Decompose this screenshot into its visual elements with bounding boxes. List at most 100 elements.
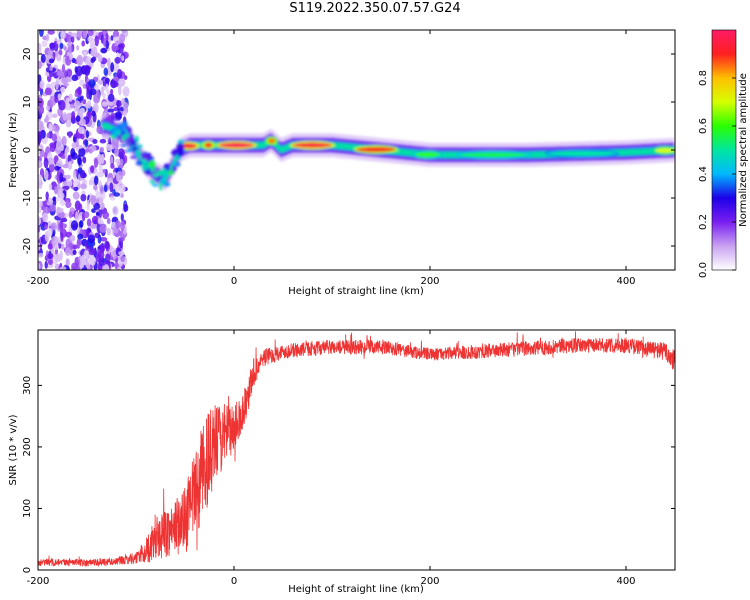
noise-blob: [76, 238, 81, 249]
noise-blob: [47, 252, 54, 260]
noise-blob: [99, 202, 105, 210]
noise-blob: [52, 67, 56, 72]
noise-blob: [82, 83, 87, 89]
noise-blob: [115, 111, 122, 121]
spectrogram-x-ticks: -200 0 200 400: [27, 30, 636, 287]
noise-blob: [77, 167, 83, 174]
noise-blob: [97, 92, 101, 99]
noise-blob: [56, 140, 61, 151]
noise-blob: [123, 203, 129, 212]
noise-blob: [112, 46, 119, 51]
noise-blob: [64, 246, 71, 256]
ridge-blob: [135, 152, 139, 157]
noise-blob: [117, 148, 125, 159]
noise-blob: [93, 202, 101, 210]
ridge-hot-core: [415, 152, 440, 158]
spectrogram-x-tick-label: 0: [231, 276, 237, 287]
noise-blob: [99, 138, 107, 144]
noise-blob: [62, 112, 67, 121]
noise-blob: [56, 70, 64, 77]
noise-blob: [97, 171, 104, 178]
noise-blob: [66, 180, 73, 188]
ridge-blob: [167, 170, 175, 176]
noise-blob: [80, 183, 87, 190]
noise-blob: [60, 86, 66, 94]
noise-blob: [121, 30, 127, 34]
spectrogram-noise-region: [38, 30, 130, 270]
noise-blob: [122, 86, 130, 97]
noise-blob: [46, 220, 52, 227]
ridge-blob: [158, 169, 165, 176]
noise-blob: [120, 213, 124, 222]
noise-blob: [48, 123, 53, 132]
noise-blob: [106, 227, 111, 236]
ridge-blob: [117, 123, 124, 130]
noise-blob: [103, 37, 107, 47]
noise-blob: [38, 60, 42, 70]
noise-blob: [110, 162, 115, 169]
noise-blob: [99, 223, 107, 233]
noise-blob: [120, 193, 124, 198]
noise-blob: [86, 86, 90, 95]
noise-blob: [105, 144, 113, 151]
noise-blob: [39, 30, 44, 37]
noise-blob: [94, 35, 99, 47]
noise-blob: [38, 200, 43, 208]
noise-blob: [118, 237, 125, 242]
noise-blob: [112, 63, 120, 72]
noise-blob: [51, 133, 58, 142]
noise-blob: [47, 243, 53, 250]
spectrogram-xlabel: Height of straight line (km): [288, 286, 424, 297]
noise-blob: [48, 259, 53, 266]
noise-blob: [74, 92, 79, 98]
ridge-blob: [123, 133, 130, 138]
noise-blob: [62, 180, 67, 186]
snr-x-tick-label: 200: [420, 576, 439, 587]
noise-blob: [96, 154, 104, 165]
ridge-blob: [159, 177, 167, 185]
noise-blob: [88, 179, 94, 186]
noise-blob: [47, 157, 55, 165]
noise-blob: [43, 169, 49, 181]
noise-blob: [65, 120, 72, 128]
spectrogram-y-tick-label: 0: [22, 147, 33, 153]
noise-blob: [82, 50, 88, 57]
noise-blob: [72, 170, 77, 180]
noise-blob: [102, 211, 110, 220]
ridge-blob: [127, 127, 132, 135]
noise-blob: [117, 44, 124, 54]
noise-blob: [38, 133, 42, 144]
noise-blob: [60, 217, 68, 223]
noise-blob: [85, 130, 90, 139]
noise-blob: [116, 68, 123, 79]
noise-blob: [112, 30, 120, 39]
noise-blob: [56, 40, 62, 45]
noise-blob: [83, 211, 90, 219]
noise-blob: [60, 177, 66, 182]
noise-blob: [102, 168, 106, 174]
noise-blob: [38, 97, 44, 108]
spectrogram-y-ticks: -20 -10 0 10 20: [22, 48, 675, 254]
noise-blob: [98, 164, 103, 173]
noise-blob: [80, 95, 84, 101]
noise-blob: [65, 145, 70, 153]
noise-blob: [69, 235, 76, 242]
noise-blob: [61, 243, 65, 250]
noise-blob: [83, 65, 91, 75]
colorbar-tick-label: 0.0: [698, 262, 709, 278]
noise-blob: [75, 211, 79, 222]
noise-blob: [116, 100, 122, 107]
spectrogram-y-tick-label: -20: [22, 238, 33, 254]
noise-blob: [86, 218, 92, 227]
noise-blob: [56, 54, 62, 62]
noise-blob: [97, 54, 103, 63]
snr-frame: [37, 329, 676, 571]
noise-blob: [94, 158, 99, 168]
noise-blob: [89, 88, 97, 96]
noise-blob: [115, 158, 121, 164]
noise-blob: [56, 160, 63, 167]
noise-blob: [52, 196, 57, 202]
noise-blob: [45, 191, 49, 200]
noise-blob: [107, 30, 114, 33]
noise-blob: [56, 183, 61, 190]
